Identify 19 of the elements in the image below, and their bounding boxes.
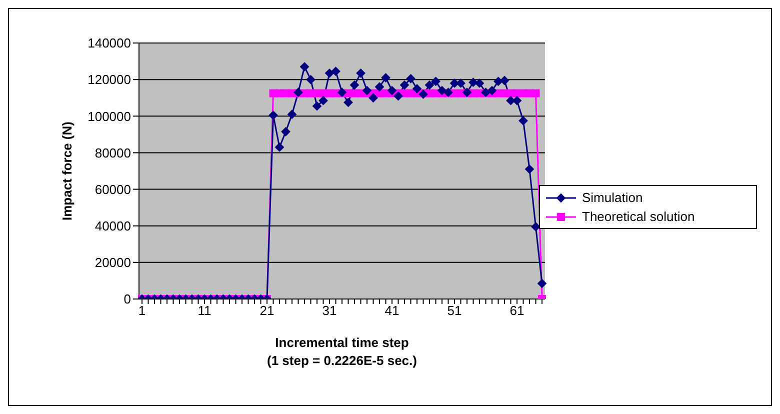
x-tick-label: 11 [198,303,212,318]
legend-label: Simulation [582,190,643,205]
y-tick-label: 60000 [94,182,131,197]
legend-label: Theoretical solution [582,209,695,224]
y-tick-label: 0 [124,292,131,307]
y-tick-label: 40000 [94,218,131,234]
x-tick-label: 1 [138,303,146,318]
x-tick-label: 31 [322,303,337,318]
x-tick-label: 41 [384,303,400,318]
x-tick-label: 51 [447,303,462,318]
y-tick-label: 100000 [88,108,131,124]
x-tick-label: 61 [510,303,524,318]
y-tick-label: 120000 [88,72,131,88]
y-axis-title: Impact force (N) [60,122,75,220]
x-tick-label: 21 [260,303,274,318]
y-tick-label: 140000 [88,36,131,51]
y-tick-label: 80000 [94,145,131,160]
x-axis-title: Incremental time step (1 step = 0.2226E-5 sec.) [267,335,417,368]
y-tick-label: 20000 [94,255,131,270]
